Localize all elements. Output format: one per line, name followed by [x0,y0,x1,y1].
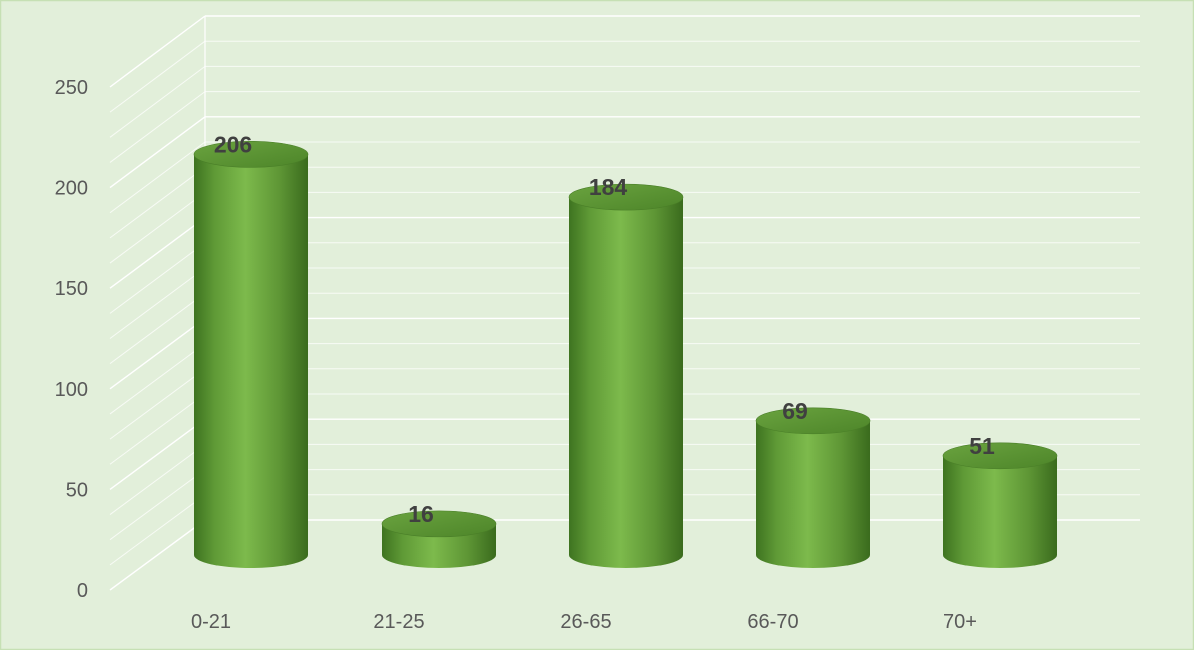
x-tick-label: 21-25 [373,611,424,633]
x-tick-label: 66-70 [747,611,798,633]
data-label: 206 [214,131,252,157]
bar-body [569,197,683,568]
y-tick-label: 100 [55,379,88,401]
gridline-side [109,141,206,214]
gridline-side [109,217,206,289]
bar-body [943,455,1057,568]
data-label: 184 [589,174,628,200]
y-tick-label: 0 [77,580,88,602]
data-labels: 206 16 184 69 51 [214,131,995,527]
gridline-side [109,267,206,339]
bar [755,407,871,568]
gridline-side [109,65,206,138]
gridline-side [109,15,206,88]
axis-labels: 0 50 100 150 200 250 0-21 21-25 26-65 66-70 70+ [55,77,977,633]
bar [193,141,309,568]
bar-top [942,442,1058,470]
bar-body [756,420,870,568]
gridline-side [109,343,206,415]
data-label: 51 [969,433,995,459]
bar-top [568,183,684,211]
bar-top [381,510,497,538]
x-tick-label: 0-21 [191,611,231,633]
gridline-side [109,443,206,515]
bar [381,510,497,568]
gridline-side [109,91,206,163]
bar [568,183,684,568]
bar-top [193,141,309,168]
bar [942,442,1058,568]
gridline-side [109,292,206,365]
y-tick-label: 150 [55,278,88,300]
x-tick-label: 70+ [943,611,977,633]
gridline-side [109,40,206,113]
data-label: 69 [782,398,808,424]
gridline-side [109,116,206,189]
gridline-side [109,166,206,239]
y-tick-label: 200 [55,178,88,200]
gridline-side [109,469,206,541]
bars [193,141,1058,568]
gridline-side [109,393,206,465]
gridline-side [109,418,206,490]
gridline-side [109,242,206,314]
data-label: 16 [408,501,434,527]
y-tick-label: 50 [66,479,88,501]
gridline-side [109,317,206,390]
bar-top [755,407,871,435]
gridline-side [109,368,206,440]
x-tick-label: 26-65 [560,611,611,633]
gridline-side [109,494,206,566]
gridline-side [109,519,206,591]
y-tick-label: 250 [55,77,88,99]
gridline-side [109,191,206,264]
bar-body [194,154,308,568]
